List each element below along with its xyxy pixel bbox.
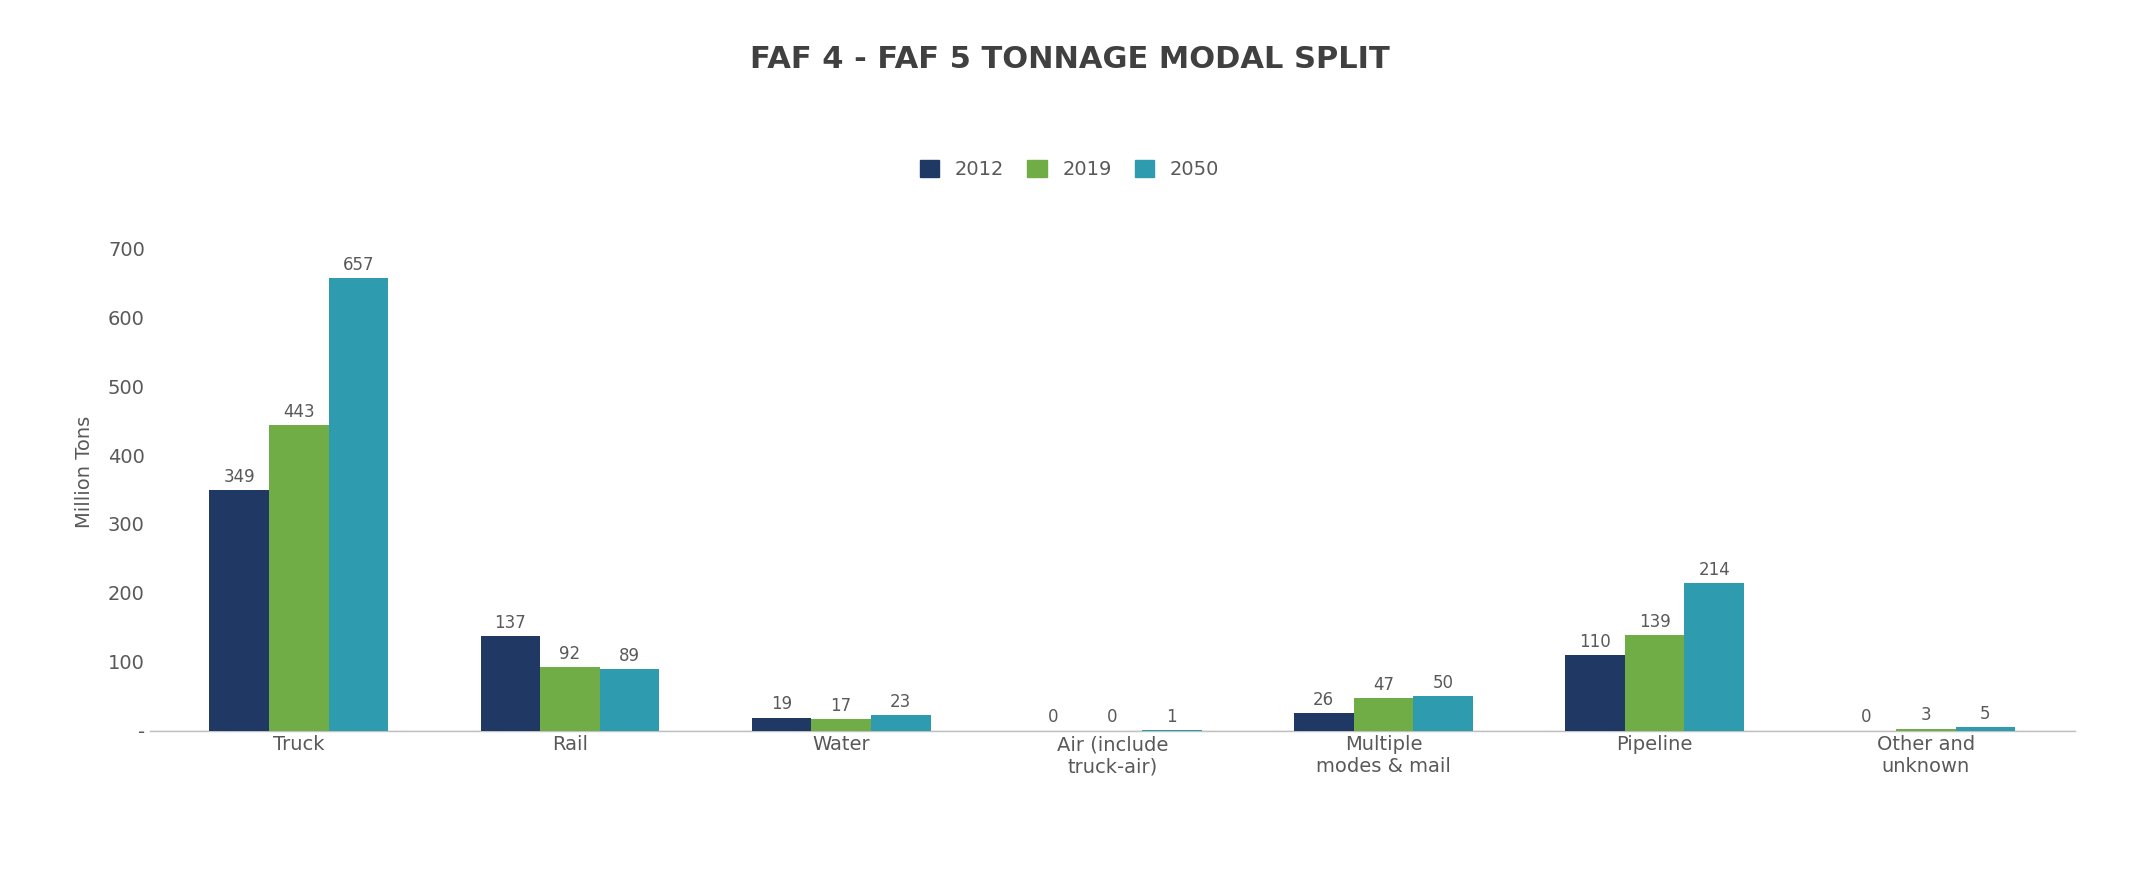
Bar [270,425,329,731]
Bar [1566,655,1626,731]
Bar [1626,635,1683,731]
Bar [541,667,599,731]
Bar [1895,729,1955,731]
Text: 0: 0 [1108,708,1117,726]
Bar [481,636,541,731]
Text: 47: 47 [1373,676,1395,694]
Bar [329,278,389,731]
Bar [1294,713,1354,731]
Text: 0: 0 [1048,708,1059,726]
Text: 89: 89 [618,647,640,666]
Bar [811,719,871,731]
Legend: 2012, 2019, 2050: 2012, 2019, 2050 [911,152,1228,187]
Text: 443: 443 [282,404,314,421]
Bar [871,715,930,731]
Text: 17: 17 [830,697,851,715]
Text: 1: 1 [1166,707,1176,726]
Text: 657: 657 [342,256,374,274]
Text: 137: 137 [494,614,526,632]
Text: 3: 3 [1921,707,1932,724]
Bar [599,669,659,731]
Text: 19: 19 [770,695,791,714]
Text: 214: 214 [1698,561,1730,579]
Text: 0: 0 [1861,708,1872,726]
Bar [751,717,811,731]
Text: FAF 4 - FAF 5 TONNAGE MODAL SPLIT: FAF 4 - FAF 5 TONNAGE MODAL SPLIT [749,45,1390,74]
Text: 139: 139 [1638,613,1671,631]
Bar [1354,699,1414,731]
Bar [1414,696,1474,731]
Bar [210,490,270,731]
Bar [1955,727,2015,731]
Text: 23: 23 [890,692,911,711]
Text: 110: 110 [1579,633,1611,650]
Text: 349: 349 [222,468,255,486]
Bar [1683,584,1743,731]
Y-axis label: Million Tons: Million Tons [75,416,94,528]
Text: 26: 26 [1313,691,1335,708]
Text: 50: 50 [1433,674,1455,692]
Text: 5: 5 [1981,705,1991,723]
Text: 92: 92 [560,645,580,663]
